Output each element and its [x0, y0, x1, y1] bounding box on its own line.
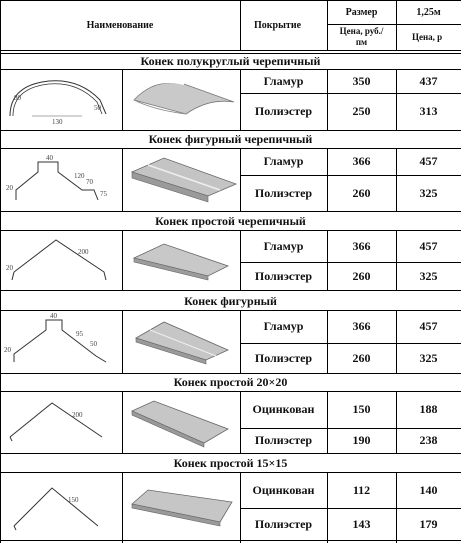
- dim-label: 150: [68, 496, 79, 504]
- header-name: Наименование: [86, 19, 154, 31]
- ridge-product-image: [132, 243, 230, 281]
- dim-label: 95: [76, 330, 84, 338]
- header-width: 1,25м: [416, 6, 441, 18]
- coating-cell: Гламур: [263, 154, 304, 168]
- price-cell: 350: [352, 73, 371, 88]
- dim-label: 80: [14, 94, 22, 102]
- dim-label: 40: [46, 154, 54, 162]
- price2-cell: 457: [419, 319, 438, 333]
- ridge-profile-drawing: 200 20: [6, 239, 107, 281]
- price2-cell: 179: [419, 516, 438, 531]
- price2-cell: 325: [419, 350, 438, 365]
- header-coating: Покрытие: [254, 19, 302, 31]
- coating-cell: Полиэстер: [254, 104, 313, 118]
- section-title: Конек полукруглый черепичный: [140, 53, 321, 68]
- dim-label: 200: [78, 248, 89, 256]
- coating-cell: Оцинкован: [252, 482, 315, 497]
- price2-cell: 313: [419, 104, 438, 118]
- price2-cell: 457: [419, 238, 438, 253]
- price-cell: 366: [352, 319, 371, 333]
- coating-cell: Гламур: [263, 319, 304, 333]
- dim-label: 75: [100, 190, 108, 198]
- dim-label: 20: [6, 264, 14, 272]
- dim-label: 70: [86, 178, 94, 186]
- section-title: Конек фигурный черепичный: [148, 132, 313, 146]
- ridge-product-image: [133, 81, 235, 115]
- section-title: Конек простой 20×20: [173, 375, 288, 389]
- dim-label: 40: [50, 312, 58, 320]
- ridge-profile-drawing: 80 130 50: [9, 80, 107, 126]
- price-cell: 260: [352, 268, 371, 283]
- coating-cell: Полиэстер: [254, 350, 313, 365]
- coating-cell: Полиэстер: [254, 516, 313, 531]
- coating-cell: Полиэстер: [254, 185, 313, 200]
- dim-label: 130: [52, 118, 63, 126]
- price2-cell: 457: [419, 154, 438, 168]
- header-price2: Цена, р: [412, 32, 443, 42]
- coating-cell: Оцинкован: [252, 402, 315, 416]
- ridge-profile-drawing: 150: [13, 487, 99, 531]
- ridge-profile-drawing: 40 20 120 70 75: [6, 154, 108, 201]
- ridge-product-image: [131, 400, 229, 448]
- price2-cell: 238: [419, 433, 438, 447]
- section-title: Конек простой 15×15: [173, 456, 288, 470]
- section-title: Конек фигурный: [184, 293, 277, 308]
- header-price: Цена, руб./пм: [339, 26, 384, 47]
- price2-cell: 325: [419, 185, 438, 200]
- dim-label: 200: [72, 411, 83, 419]
- price2-cell: 140: [419, 482, 438, 497]
- price2-cell: 437: [419, 73, 438, 88]
- price2-cell: 325: [419, 268, 438, 283]
- ridge-profile-drawing: 200: [9, 402, 103, 442]
- price-cell: 143: [352, 516, 371, 531]
- coating-cell: Гламур: [263, 238, 304, 253]
- section-title: Конек простой черепичный: [155, 213, 306, 228]
- price-cell: 260: [352, 350, 371, 365]
- header-size: Размер: [345, 6, 378, 18]
- price-cell: 260: [352, 185, 371, 200]
- ridge-product-image: [135, 321, 229, 365]
- dim-label: 120: [74, 172, 85, 180]
- coating-cell: Полиэстер: [254, 433, 313, 447]
- dim-label: 50: [90, 340, 98, 348]
- ridge-profile-drawing: 40 20 95 50: [4, 312, 107, 363]
- price-cell: 366: [352, 238, 371, 253]
- price-cell: 150: [352, 402, 371, 416]
- dim-label: 20: [6, 184, 14, 192]
- ridge-product-image: [131, 489, 233, 527]
- price-cell: 250: [352, 104, 371, 118]
- price-cell: 190: [352, 433, 371, 447]
- dim-label: 20: [4, 346, 12, 354]
- dim-label: 50: [94, 104, 102, 112]
- price-cell: 366: [352, 154, 371, 168]
- price2-cell: 188: [419, 402, 438, 416]
- coating-cell: Гламур: [263, 73, 304, 88]
- coating-cell: Полиэстер: [254, 268, 313, 283]
- price-cell: 112: [352, 482, 371, 497]
- ridge-product-image: [130, 157, 238, 203]
